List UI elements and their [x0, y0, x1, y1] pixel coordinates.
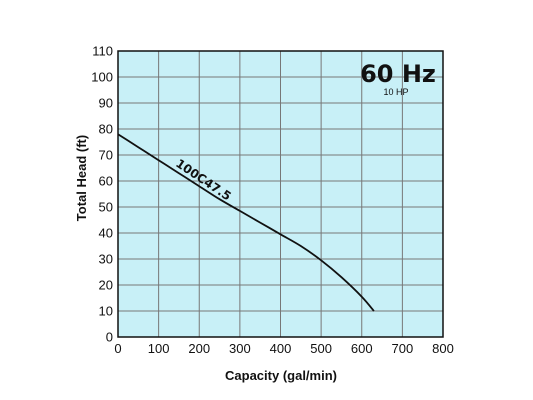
- y-axis-label: Total Head (ft): [74, 135, 89, 221]
- x-tick-labels: 0 100 200 300 400 500 600 700 800: [114, 341, 453, 356]
- x-tick-label: 800: [432, 341, 454, 356]
- y-tick-label: 40: [99, 226, 113, 241]
- y-tick-label: 110: [92, 44, 113, 59]
- frequency-badge: 60 Hz 10 HP: [360, 60, 436, 97]
- x-tick-label: 500: [310, 341, 332, 356]
- y-tick-label: 20: [99, 278, 113, 293]
- y-tick-label: 90: [99, 96, 113, 111]
- y-tick-labels: 0 10 20 30 40 50 60 70 80 90 100 110: [91, 44, 113, 345]
- frequency-label: 60 Hz: [360, 60, 436, 88]
- y-tick-label: 30: [99, 252, 113, 267]
- x-tick-label: 700: [392, 341, 414, 356]
- x-axis-label: Capacity (gal/min): [225, 368, 337, 383]
- x-tick-label: 600: [351, 341, 373, 356]
- y-tick-label: 100: [91, 70, 113, 85]
- y-tick-label: 10: [99, 304, 113, 319]
- y-tick-label: 50: [99, 200, 113, 215]
- y-tick-label: 0: [106, 330, 113, 345]
- x-tick-label: 0: [114, 341, 121, 356]
- x-tick-label: 300: [229, 341, 251, 356]
- power-label: 10 HP: [383, 87, 408, 97]
- x-tick-label: 200: [188, 341, 210, 356]
- series-line: [117, 133, 375, 312]
- x-tick-label: 100: [148, 341, 170, 356]
- plot-border: [117, 50, 444, 338]
- y-tick-label: 70: [99, 148, 113, 163]
- y-tick-label: 80: [99, 122, 113, 137]
- x-tick-label: 400: [270, 341, 292, 356]
- y-tick-label: 60: [99, 174, 113, 189]
